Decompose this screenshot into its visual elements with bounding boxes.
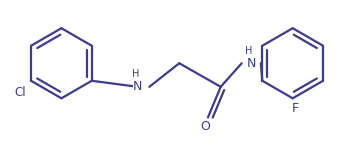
Text: Cl: Cl — [14, 86, 26, 99]
Text: N: N — [247, 57, 256, 70]
Text: N: N — [133, 80, 142, 93]
Text: F: F — [292, 102, 299, 115]
Text: O: O — [200, 120, 210, 133]
Text: H: H — [245, 46, 252, 56]
Text: H: H — [132, 69, 139, 79]
